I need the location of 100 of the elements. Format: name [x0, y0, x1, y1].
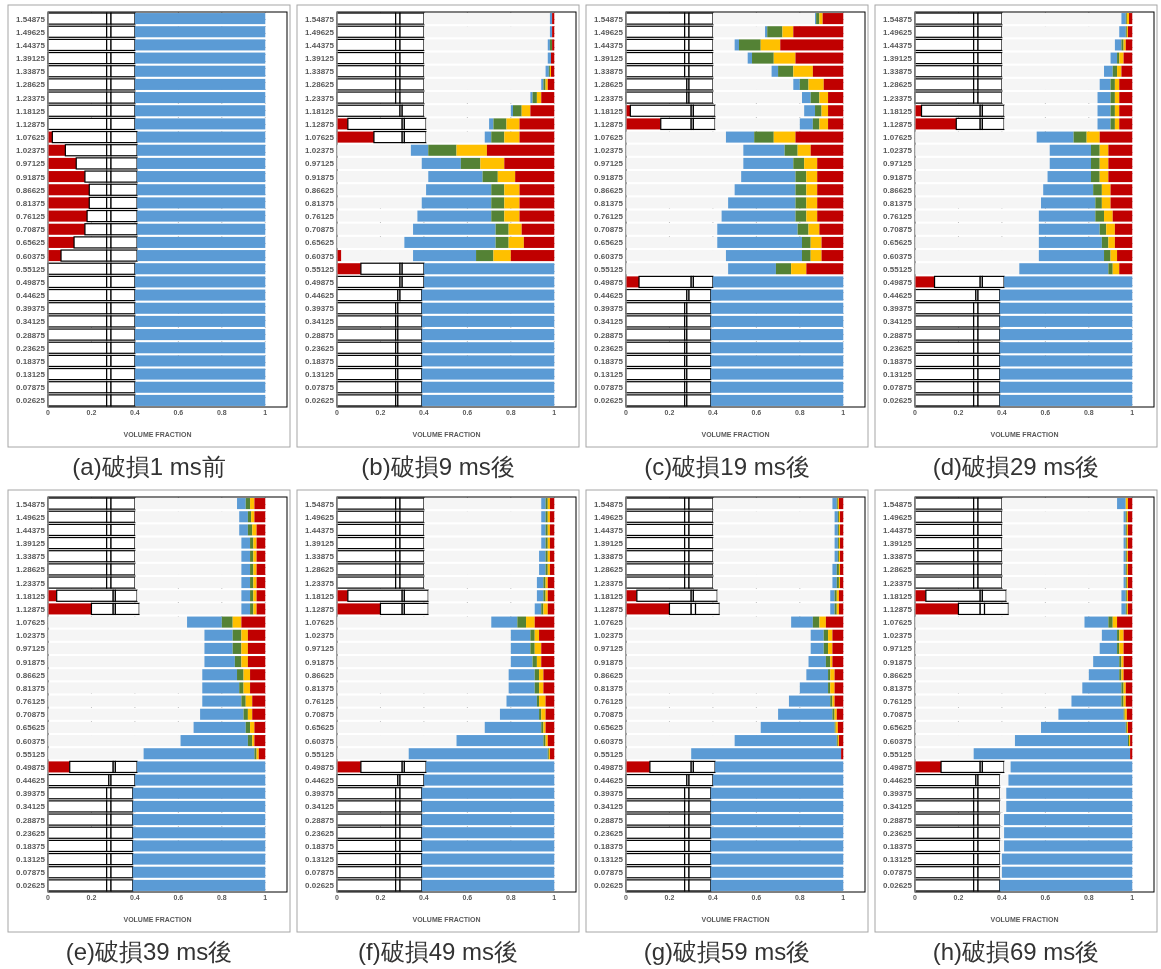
bar [506, 695, 537, 707]
y-tick-label: 1.44375 [594, 525, 624, 535]
y-tick-label: 0.97125 [594, 159, 624, 169]
bar [834, 682, 844, 694]
y-tick-label: 0.07875 [594, 868, 624, 878]
bar [256, 563, 266, 575]
y-tick-label: 1.39125 [305, 54, 335, 64]
y-tick-label: 1.28625 [305, 80, 335, 90]
bar [530, 629, 535, 641]
bar [799, 682, 829, 694]
y-tick-label: 1.18125 [16, 591, 46, 601]
y-tick-label: 1.02375 [305, 146, 335, 156]
bar [245, 695, 253, 707]
bar [973, 748, 1131, 760]
bar [132, 800, 266, 812]
bar [1110, 52, 1118, 64]
bar [915, 603, 959, 615]
bar [793, 65, 813, 77]
bar [137, 144, 266, 156]
bar [137, 223, 266, 235]
y-tick-label: 0.23625 [883, 343, 913, 353]
y-tick-label: 0.76125 [16, 212, 46, 222]
bar [541, 656, 555, 668]
bar [1101, 236, 1109, 248]
y-tick-label: 1.12875 [594, 604, 624, 614]
bar [549, 550, 555, 562]
text: (d)破損29 ms後 [932, 453, 1100, 480]
y-tick-label: 0.18375 [883, 356, 913, 366]
y-tick-label: 0.81375 [883, 198, 913, 208]
bar [541, 92, 555, 104]
bar [460, 157, 481, 169]
bar [134, 92, 266, 104]
bar [806, 197, 818, 209]
y-tick-label: 0.65625 [594, 723, 624, 733]
y-tick-label: 0.65625 [16, 723, 46, 733]
bar [1095, 210, 1105, 222]
bar [795, 197, 807, 209]
bar [1086, 131, 1100, 143]
bar [539, 563, 546, 575]
y-tick-label: 0.55125 [16, 749, 46, 759]
y-tick-label: 1.07625 [16, 133, 46, 143]
bar [512, 105, 522, 117]
bar [547, 603, 555, 615]
bar [1127, 537, 1133, 549]
bar [1084, 616, 1109, 628]
y-tick-label: 0.60375 [594, 736, 624, 746]
bar [691, 748, 842, 760]
bar [539, 669, 544, 681]
bar [1101, 629, 1118, 641]
y-tick-label: 0.34125 [16, 802, 46, 812]
bar [134, 355, 266, 367]
bar [832, 656, 844, 668]
y-tick-label: 0.86625 [594, 185, 624, 195]
bar [840, 550, 844, 562]
bar [1119, 52, 1124, 64]
y-tick-label: 0.49875 [883, 277, 913, 287]
y-tick-label: 1.23375 [594, 578, 624, 588]
bar [204, 642, 233, 654]
y-tick-label: 0.86625 [883, 670, 913, 680]
bar [247, 708, 253, 720]
bar [543, 682, 555, 694]
bar [251, 511, 255, 523]
bar [536, 590, 544, 602]
bar [421, 355, 555, 367]
bar [1125, 498, 1128, 510]
bar [421, 368, 555, 380]
bar [840, 511, 844, 523]
bar [134, 368, 266, 380]
bar [421, 342, 555, 354]
bar [204, 656, 235, 668]
y-tick-label: 0.07875 [883, 383, 913, 393]
bar [254, 511, 266, 523]
y-tick-label: 0.49875 [305, 277, 335, 287]
bar [254, 735, 266, 747]
bar [256, 537, 266, 549]
bar [1008, 774, 1133, 786]
y-tick-label: 1.33875 [16, 552, 46, 562]
bar [547, 577, 555, 589]
y-tick-label: 0.02625 [305, 881, 335, 891]
bar [489, 118, 494, 130]
bar [806, 210, 818, 222]
bar [549, 524, 555, 536]
bar [421, 289, 555, 301]
bar [252, 524, 257, 536]
bar [1126, 708, 1133, 720]
bar [1127, 590, 1133, 602]
bar [491, 197, 505, 209]
y-tick-label: 0.23625 [305, 343, 335, 353]
bar [1123, 656, 1133, 668]
bar [137, 250, 266, 262]
y-tick-label: 1.39125 [883, 539, 913, 549]
bar [791, 263, 807, 275]
bar [795, 210, 807, 222]
bar [1073, 131, 1087, 143]
y-tick-label: 1.12875 [883, 604, 913, 614]
bar [132, 827, 266, 839]
y-tick-label: 0.13125 [594, 370, 624, 380]
y-tick-label: 0.18375 [16, 841, 46, 851]
bar [508, 669, 535, 681]
y-tick-label: 1.39125 [883, 54, 913, 64]
